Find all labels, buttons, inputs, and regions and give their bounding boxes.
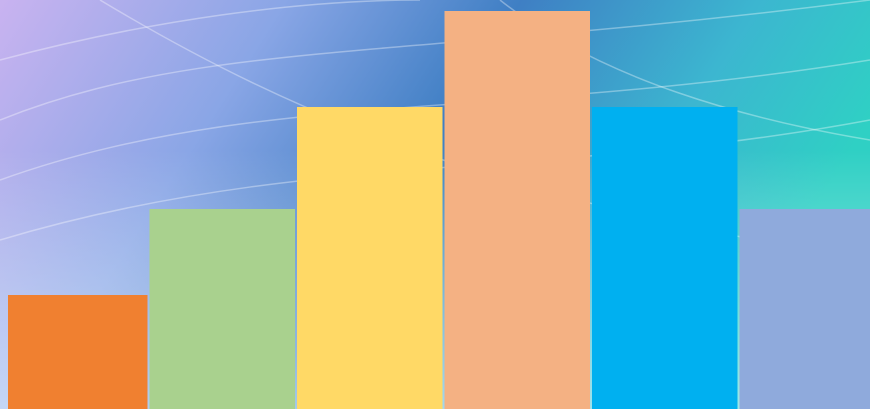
bar <box>444 11 590 409</box>
bars <box>8 11 870 409</box>
bar <box>297 107 443 409</box>
bar <box>739 209 870 409</box>
bar <box>592 107 738 409</box>
bar <box>149 209 295 409</box>
bar <box>8 295 148 409</box>
